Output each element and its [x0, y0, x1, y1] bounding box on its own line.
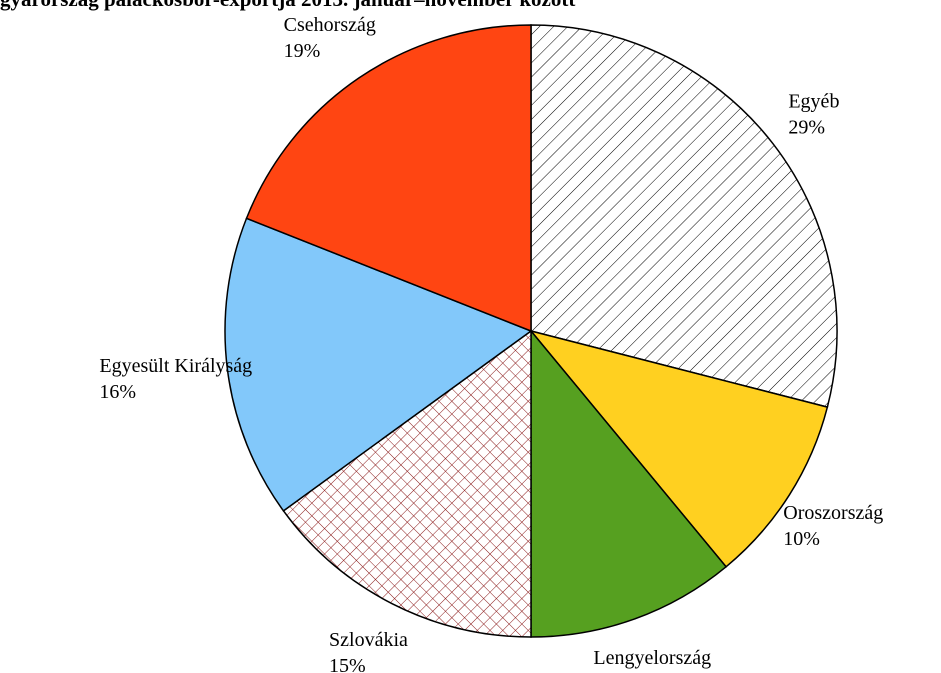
- slice-label: Csehország: [284, 14, 376, 36]
- slice-value-label: 16%: [99, 381, 136, 403]
- slice-value-label: 10%: [783, 528, 820, 550]
- pie-slice: [224, 217, 533, 512]
- slice-label: Lengyelország: [593, 647, 711, 669]
- slice-value-label: 15%: [329, 655, 366, 673]
- chart-title: gyarország palackosbor-exportja 2013. ja…: [0, 0, 575, 11]
- pie-slice: [530, 328, 728, 638]
- pie-slice: [245, 24, 532, 333]
- slice-value-label: 19%: [284, 40, 321, 62]
- pie-slice: [528, 329, 829, 568]
- slice-label: Egyesült Királyság: [99, 355, 252, 377]
- slice-value-label: 29%: [788, 117, 825, 139]
- pie-slice: [530, 24, 838, 409]
- pie-slice: [282, 329, 532, 638]
- slice-label: Egyéb: [788, 91, 839, 113]
- slice-label: Szlovákia: [329, 629, 408, 651]
- slice-label: Oroszország: [783, 502, 883, 524]
